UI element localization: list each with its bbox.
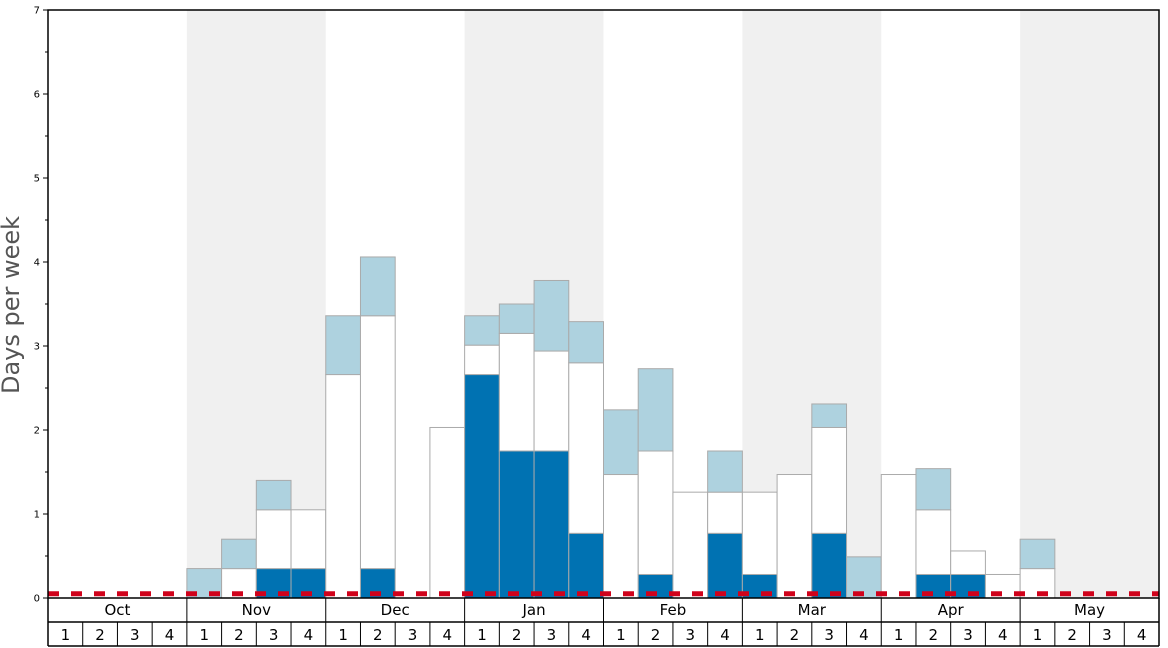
bar-mar-w1-white	[741, 491, 778, 575]
bar-jan-w3-dark	[533, 450, 570, 599]
bar-jan-w1-dark	[464, 374, 500, 599]
bar-feb-w4-light	[707, 450, 743, 493]
week-label: 4	[859, 626, 869, 644]
week-label: 4	[1137, 626, 1147, 644]
week-label: 3	[269, 626, 279, 644]
week-label: 3	[963, 626, 973, 644]
month-label-may: May	[1074, 601, 1105, 619]
week-label: 2	[1067, 626, 1077, 644]
bar-feb-w1-light	[603, 409, 639, 476]
y-tick-label: 3	[34, 342, 40, 353]
week-label: 3	[408, 626, 418, 644]
y-tick-label: 7	[34, 6, 40, 17]
bar-apr-w2-light	[915, 468, 952, 511]
week-label: 4	[998, 626, 1008, 644]
y-tick-label: 4	[34, 258, 40, 269]
week-label: 1	[477, 626, 487, 644]
bar-dec-w2-white	[359, 315, 396, 570]
bar-feb-w4-dark	[707, 532, 743, 599]
bar-jan-w4-white	[568, 362, 604, 534]
week-label: 1	[1033, 626, 1043, 644]
month-shade-may	[1020, 10, 1159, 598]
month-label-mar: Mar	[798, 601, 827, 619]
y-tick-label: 6	[34, 90, 40, 101]
bar-feb-w1-white	[603, 474, 639, 599]
bar-jan-w1-light	[464, 315, 500, 346]
week-label: 3	[686, 626, 696, 644]
week-label: 1	[755, 626, 765, 644]
bar-apr-w1-white	[880, 474, 917, 599]
month-label-dec: Dec	[381, 601, 410, 619]
week-label: 4	[720, 626, 730, 644]
y-tick-label: 1	[34, 510, 40, 521]
week-label: 3	[547, 626, 557, 644]
bars	[186, 256, 1056, 599]
bar-jan-w2-white	[498, 332, 535, 452]
week-label: 2	[929, 626, 939, 644]
week-label: 4	[581, 626, 591, 644]
bar-dec-w2-light	[359, 256, 396, 317]
bar-feb-w2-light	[637, 368, 674, 452]
bar-dec-w1-white	[325, 374, 361, 599]
bar-jan-w2-light	[498, 303, 535, 334]
bar-apr-w3-white	[950, 550, 986, 575]
week-label: 2	[95, 626, 105, 644]
week-label: 2	[651, 626, 661, 644]
bar-jan-w2-dark	[498, 450, 535, 599]
month-label-jan: Jan	[522, 601, 546, 619]
week-label: 1	[338, 626, 348, 644]
bar-may-w1-light	[1019, 538, 1056, 570]
bar-nov-w3-light	[255, 479, 292, 511]
week-label: 1	[894, 626, 904, 644]
week-label: 1	[199, 626, 209, 644]
y-tick-label: 5	[34, 174, 40, 185]
week-label: 2	[512, 626, 522, 644]
bar-mar-w2-white	[776, 474, 813, 599]
bar-jan-w1-white	[464, 344, 500, 376]
bar-feb-w3-white	[672, 491, 709, 599]
bar-nov-w4-white	[290, 509, 327, 570]
week-label: 4	[165, 626, 175, 644]
week-label: 1	[616, 626, 626, 644]
week-label: 3	[1102, 626, 1112, 644]
bar-nov-w3-white	[255, 509, 292, 570]
bar-mar-w3-light	[811, 403, 848, 428]
y-axis-label: Days per week	[0, 216, 25, 394]
week-label: 1	[61, 626, 71, 644]
bar-mar-w3-white	[811, 426, 848, 534]
bar-feb-w4-white	[707, 491, 743, 534]
month-label-feb: Feb	[660, 601, 687, 619]
week-label: 4	[442, 626, 452, 644]
axes: 0 1 2 3 4 5 6 7 Oct Nov Dec Jan Feb Mar Apr May 1 2 3 4 1 2 3 4…	[34, 6, 1160, 647]
week-label: 3	[824, 626, 834, 644]
y-tick-label: 0	[34, 594, 40, 605]
bar-jan-w3-light	[533, 279, 570, 352]
y-tick-label: 2	[34, 426, 40, 437]
bar-mar-w3-dark	[811, 532, 848, 599]
month-label-apr: Apr	[938, 601, 965, 619]
week-label: 3	[130, 626, 140, 644]
bar-feb-w2-white	[637, 450, 674, 575]
bar-jan-w3-white	[533, 350, 570, 452]
bar-dec-w4-white	[429, 426, 466, 599]
bar-jan-w4-light	[568, 321, 604, 364]
week-label: 2	[234, 626, 244, 644]
bar-nov-w2-light	[221, 538, 257, 570]
week-label: 2	[373, 626, 383, 644]
month-label-nov: Nov	[242, 601, 271, 619]
week-label: 2	[790, 626, 800, 644]
week-label: 4	[304, 626, 314, 644]
month-label-oct: Oct	[104, 601, 130, 619]
bar-jan-w4-dark	[568, 532, 604, 599]
bar-dec-w1-light	[325, 315, 361, 376]
bar-apr-w2-white	[915, 509, 952, 575]
